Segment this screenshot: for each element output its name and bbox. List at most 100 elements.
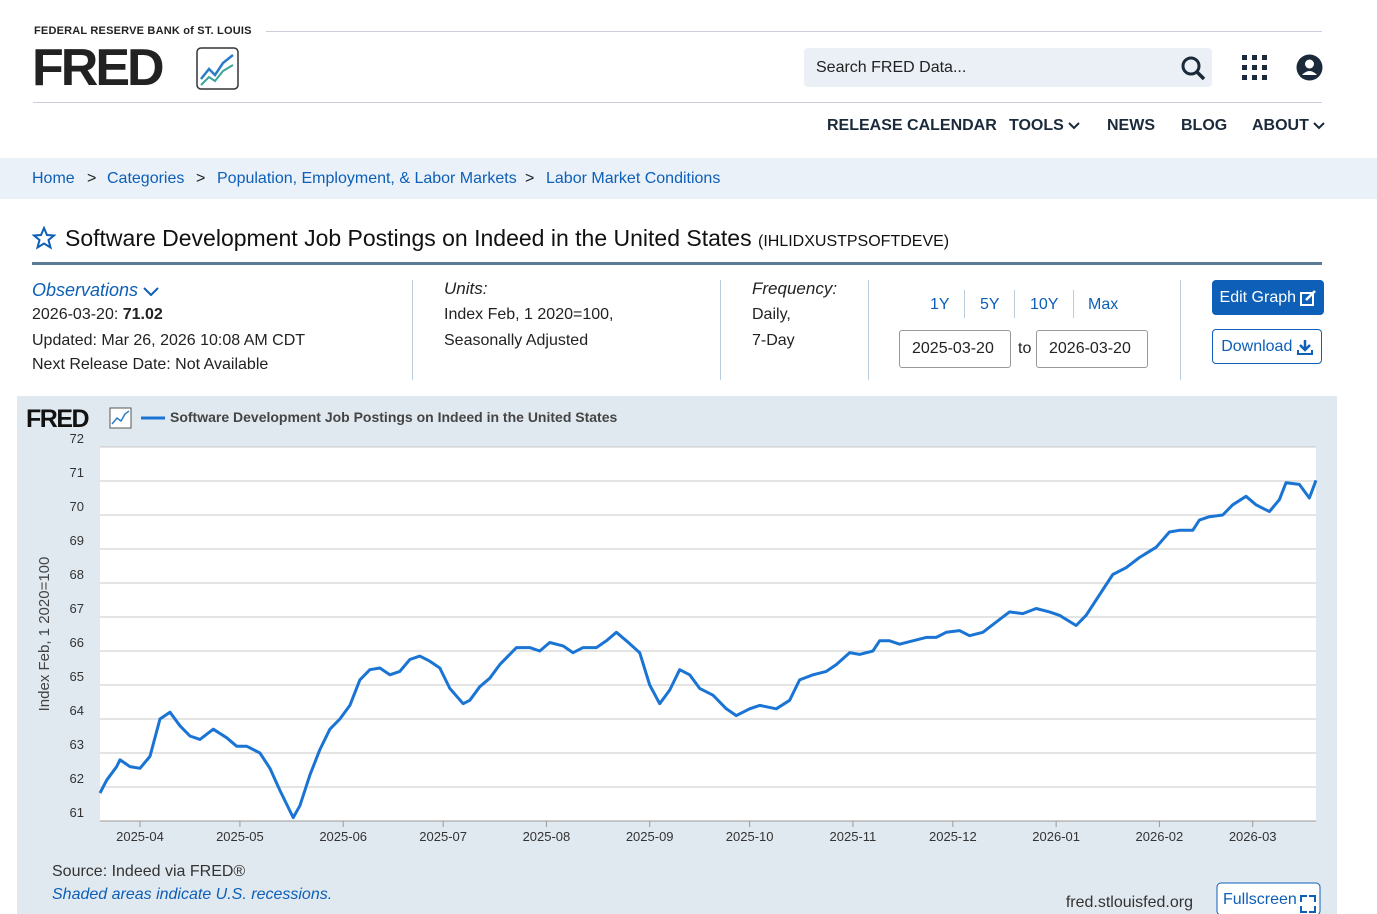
- nav-item[interactable]: NEWS: [1107, 117, 1155, 134]
- fullscreen-label: Fullscreen: [1223, 891, 1297, 908]
- chevron: [1068, 122, 1080, 130]
- chart-logo-icon: [109, 407, 132, 429]
- divider: [412, 280, 413, 380]
- recession-note: Shaded areas indicate U.S. recessions.: [52, 886, 332, 903]
- chart: FRED 61 62 63 64 65 66 67 68 69 70 71 72 2025-04 2025…: [17, 396, 1337, 914]
- range-button[interactable]: 5Y: [980, 296, 1000, 313]
- search-placeholder: Search FRED Data...: [816, 59, 967, 76]
- star-icon[interactable]: [32, 226, 56, 250]
- crumb-sep: >: [525, 170, 535, 187]
- range-button[interactable]: Max: [1088, 296, 1119, 313]
- download-button[interactable]: Download: [1212, 329, 1322, 364]
- nav-label: TOOLS: [1009, 117, 1064, 134]
- x-tick-label: 2025-04: [116, 829, 164, 844]
- x-tick-label: 2026-01: [1032, 829, 1080, 844]
- nav-label: ABOUT: [1252, 117, 1309, 134]
- units-line: Index Feb, 1 2020=100,: [444, 306, 614, 323]
- divider: [964, 290, 965, 318]
- series-line: [98, 479, 1318, 820]
- y-tick-label: 71: [70, 465, 84, 480]
- nav-item[interactable]: TOOLS: [1009, 117, 1080, 135]
- y-axis-label: Index Feb, 1 2020=100: [36, 557, 53, 712]
- updated: Updated: Mar 26, 2026 10:08 AM CDT: [32, 332, 306, 349]
- y-tick-label: 72: [70, 431, 84, 446]
- logo-icon: [196, 47, 239, 90]
- apps-icon[interactable]: [1242, 55, 1268, 81]
- breadcrumb-bar: [0, 158, 1377, 199]
- download-icon: [1296, 339, 1313, 355]
- nav-item[interactable]: BLOG: [1181, 117, 1228, 134]
- next-release: Next Release Date: Not Available: [32, 356, 269, 373]
- nav-item[interactable]: RELEASE CALENDAR: [827, 117, 997, 134]
- search-icon[interactable]: [1180, 55, 1206, 81]
- y-tick-label: 66: [70, 635, 84, 650]
- y-tick-label: 67: [70, 601, 84, 616]
- range-to: to: [1018, 340, 1032, 357]
- frequency-line: 7-Day: [752, 332, 795, 349]
- rule: [33, 102, 1322, 103]
- chevron: [143, 287, 159, 297]
- button-label: Download: [1221, 337, 1293, 355]
- x-tick-label: 2026-03: [1229, 829, 1277, 844]
- frequency-line: Daily,: [752, 306, 791, 323]
- observation: 2026-03-20: 71.02: [32, 306, 163, 324]
- site-url: fred.stlouisfed.org: [1066, 894, 1193, 911]
- x-tick-label: 2025-05: [216, 829, 264, 844]
- start-date[interactable]: 2025-03-20: [899, 330, 1011, 368]
- range-button[interactable]: 10Y: [1030, 296, 1059, 313]
- crumb[interactable]: Population, Employment, & Labor Markets: [217, 170, 517, 187]
- divider: [1014, 290, 1015, 318]
- fullscreen-button[interactable]: [1216, 882, 1321, 914]
- crumb[interactable]: Home: [32, 170, 75, 187]
- edit-graph-button[interactable]: Edit Graph: [1212, 280, 1324, 315]
- end-date[interactable]: 2026-03-20: [1036, 330, 1148, 368]
- x-tick-label: 2025-08: [523, 829, 571, 844]
- user-icon[interactable]: [1296, 54, 1323, 81]
- x-tick-label: 2025-10: [726, 829, 774, 844]
- divider: [1073, 290, 1074, 318]
- logo[interactable]: FRED: [32, 39, 165, 97]
- fullscreen-icon: [1300, 895, 1316, 913]
- obs-value: 71.02: [122, 306, 163, 323]
- y-tick-label: 63: [70, 737, 84, 752]
- divider: [720, 280, 721, 380]
- crumb-sep: >: [87, 170, 97, 187]
- chevron: [1313, 122, 1326, 130]
- x-tick-label: 2026-02: [1136, 829, 1184, 844]
- x-tick-label: 2025-11: [830, 829, 877, 844]
- y-tick-label: 61: [70, 805, 84, 820]
- chart-logo: FRED: [26, 405, 89, 433]
- legend-label: Software Development Job Postings on Ind…: [170, 409, 617, 425]
- x-tick-label: 2025-12: [929, 829, 977, 844]
- x-tick-label: 2025-09: [626, 829, 674, 844]
- nav-item[interactable]: ABOUT: [1252, 117, 1326, 135]
- series-title-text: Software Development Job Postings on Ind…: [65, 225, 752, 251]
- crumb[interactable]: Categories: [107, 170, 185, 187]
- title-rule: [32, 262, 1322, 265]
- rule: [266, 31, 1322, 32]
- y-tick-label: 64: [70, 703, 84, 718]
- units-line: Seasonally Adjusted: [444, 332, 589, 349]
- units-label: Units:: [444, 279, 488, 298]
- y-tick-label: 65: [70, 669, 84, 684]
- search-box[interactable]: [804, 48, 1212, 87]
- source: Source: Indeed via FRED®: [52, 863, 245, 880]
- crumb-sep: >: [196, 170, 206, 187]
- divider: [1180, 280, 1181, 380]
- org-name: FEDERAL RESERVE BANK of ST. LOUIS: [34, 25, 252, 37]
- observations-label: Observations: [32, 280, 139, 300]
- observations-toggle[interactable]: Observations: [32, 280, 159, 301]
- range-button[interactable]: 1Y: [930, 296, 950, 313]
- plot-area: [100, 447, 1316, 821]
- divider: [868, 280, 869, 380]
- x-tick-label: 2025-06: [319, 829, 367, 844]
- y-tick-label: 70: [70, 499, 84, 514]
- frequency-label: Frequency:: [752, 279, 838, 298]
- series-id: (IHLIDXUSTPSOFTDEVE): [757, 233, 950, 250]
- x-tick-label: 2025-07: [419, 829, 467, 844]
- y-tick-label: 68: [70, 567, 84, 582]
- y-tick-label: 62: [70, 771, 84, 786]
- crumb[interactable]: Labor Market Conditions: [546, 170, 721, 187]
- edit-icon: [1300, 289, 1317, 306]
